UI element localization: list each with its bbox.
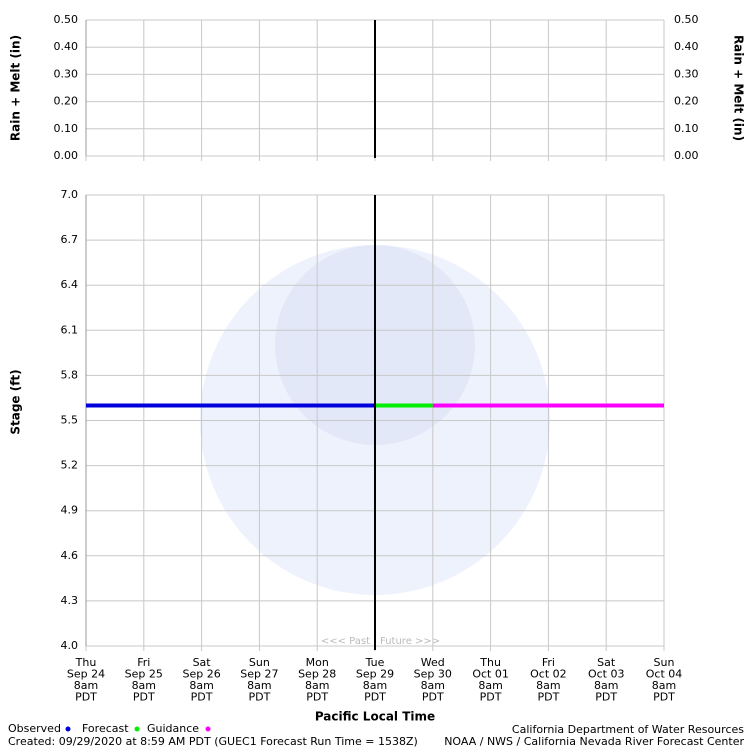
x-tick-label: Oct 03 (588, 668, 625, 681)
legend-swatch (205, 726, 211, 732)
y-tick-label: 0.20 (54, 95, 79, 108)
y-tick-label: 0.40 (674, 40, 699, 53)
x-tick-label: 8am (652, 679, 676, 692)
y-tick-label: 5.2 (61, 459, 79, 472)
x-tick-label: Sep 27 (240, 668, 278, 681)
y-axis-label: Rain + Melt (in) (732, 35, 746, 141)
y-axis-label: Rain + Melt (in) (9, 35, 23, 141)
y-tick-label: 4.3 (61, 594, 79, 607)
x-tick-label: Oct 01 (472, 668, 509, 681)
x-tick-label: 8am (189, 679, 213, 692)
y-tick-label: 6.7 (61, 233, 79, 246)
x-tick-label: 8am (363, 679, 387, 692)
x-tick-label: 8am (132, 679, 156, 692)
x-tick-label: PDT (364, 691, 386, 704)
y-tick-label: 0.30 (54, 67, 79, 80)
y-tick-label: 5.5 (61, 414, 79, 427)
legend-swatch (65, 726, 71, 732)
x-tick-label: Oct 04 (646, 668, 683, 681)
y-tick-label: 0.30 (674, 67, 699, 80)
x-tick-label: Sat (193, 656, 212, 669)
x-tick-label: PDT (306, 691, 328, 704)
footer-created: Created: 09/29/2020 at 8:59 AM PDT (GUEC… (8, 735, 418, 748)
y-tick-label: 0.20 (674, 95, 699, 108)
x-tick-label: Mon (306, 656, 329, 669)
x-tick-label: 8am (74, 679, 98, 692)
x-tick-label: Thu (479, 656, 501, 669)
x-tick-label: 8am (478, 679, 502, 692)
x-tick-label: 8am (421, 679, 445, 692)
footer-center: NOAA / NWS / California Nevada River For… (444, 735, 744, 748)
y-axis-label: Stage (ft) (9, 369, 23, 434)
y-tick-label: 0.00 (54, 149, 79, 162)
y-tick-label: 0.10 (54, 122, 79, 135)
x-tick-label: Tue (365, 656, 385, 669)
x-tick-label: Wed (421, 656, 445, 669)
y-tick-label: 6.1 (61, 323, 79, 336)
x-tick-label: 8am (305, 679, 329, 692)
x-tick-label: Fri (137, 656, 150, 669)
x-tick-label: PDT (422, 691, 444, 704)
x-tick-label: Sun (249, 656, 270, 669)
x-tick-label: 8am (536, 679, 560, 692)
x-tick-label: PDT (595, 691, 617, 704)
y-tick-label: 4.9 (61, 504, 79, 517)
y-tick-label: 0.00 (674, 149, 699, 162)
x-tick-label: 8am (594, 679, 618, 692)
x-tick-label: Sep 26 (182, 668, 220, 681)
x-tick-label: Thu (75, 656, 97, 669)
legend-label: Guidance (147, 722, 199, 735)
x-tick-label: PDT (653, 691, 675, 704)
annotation: Future >>> (380, 636, 440, 647)
legend-label: Observed (8, 722, 61, 735)
x-tick-label: PDT (480, 691, 502, 704)
x-tick-label: Sep 24 (67, 668, 105, 681)
x-tick-label: Sep 25 (125, 668, 163, 681)
x-tick-label: PDT (133, 691, 155, 704)
x-axis-label: Pacific Local Time (315, 710, 435, 724)
footer-agency: California Department of Water Resources (512, 723, 744, 736)
y-tick-label: 0.40 (54, 40, 79, 53)
x-tick-label: PDT (75, 691, 97, 704)
x-tick-label: PDT (537, 691, 559, 704)
x-tick-label: Fri (542, 656, 555, 669)
y-tick-label: 7.0 (61, 188, 79, 201)
x-tick-label: Sun (654, 656, 675, 669)
annotation: <<< Past (321, 636, 370, 647)
y-tick-label: 0.50 (674, 13, 699, 26)
y-tick-label: 6.4 (61, 278, 79, 291)
y-tick-label: 0.50 (54, 13, 79, 26)
y-tick-label: 4.6 (61, 549, 79, 562)
x-tick-label: Oct 02 (530, 668, 567, 681)
y-tick-label: 0.10 (674, 122, 699, 135)
x-tick-label: PDT (248, 691, 270, 704)
x-tick-label: PDT (191, 691, 213, 704)
y-tick-label: 4.0 (61, 639, 79, 652)
legend-swatch (134, 726, 140, 732)
x-tick-label: Sep 30 (414, 668, 452, 681)
y-tick-label: 5.8 (61, 368, 79, 381)
x-tick-label: 8am (247, 679, 271, 692)
x-tick-label: Sep 29 (356, 668, 394, 681)
x-tick-label: Sep 28 (298, 668, 336, 681)
legend-label: Forecast (82, 722, 129, 735)
x-tick-label: Sat (597, 656, 616, 669)
